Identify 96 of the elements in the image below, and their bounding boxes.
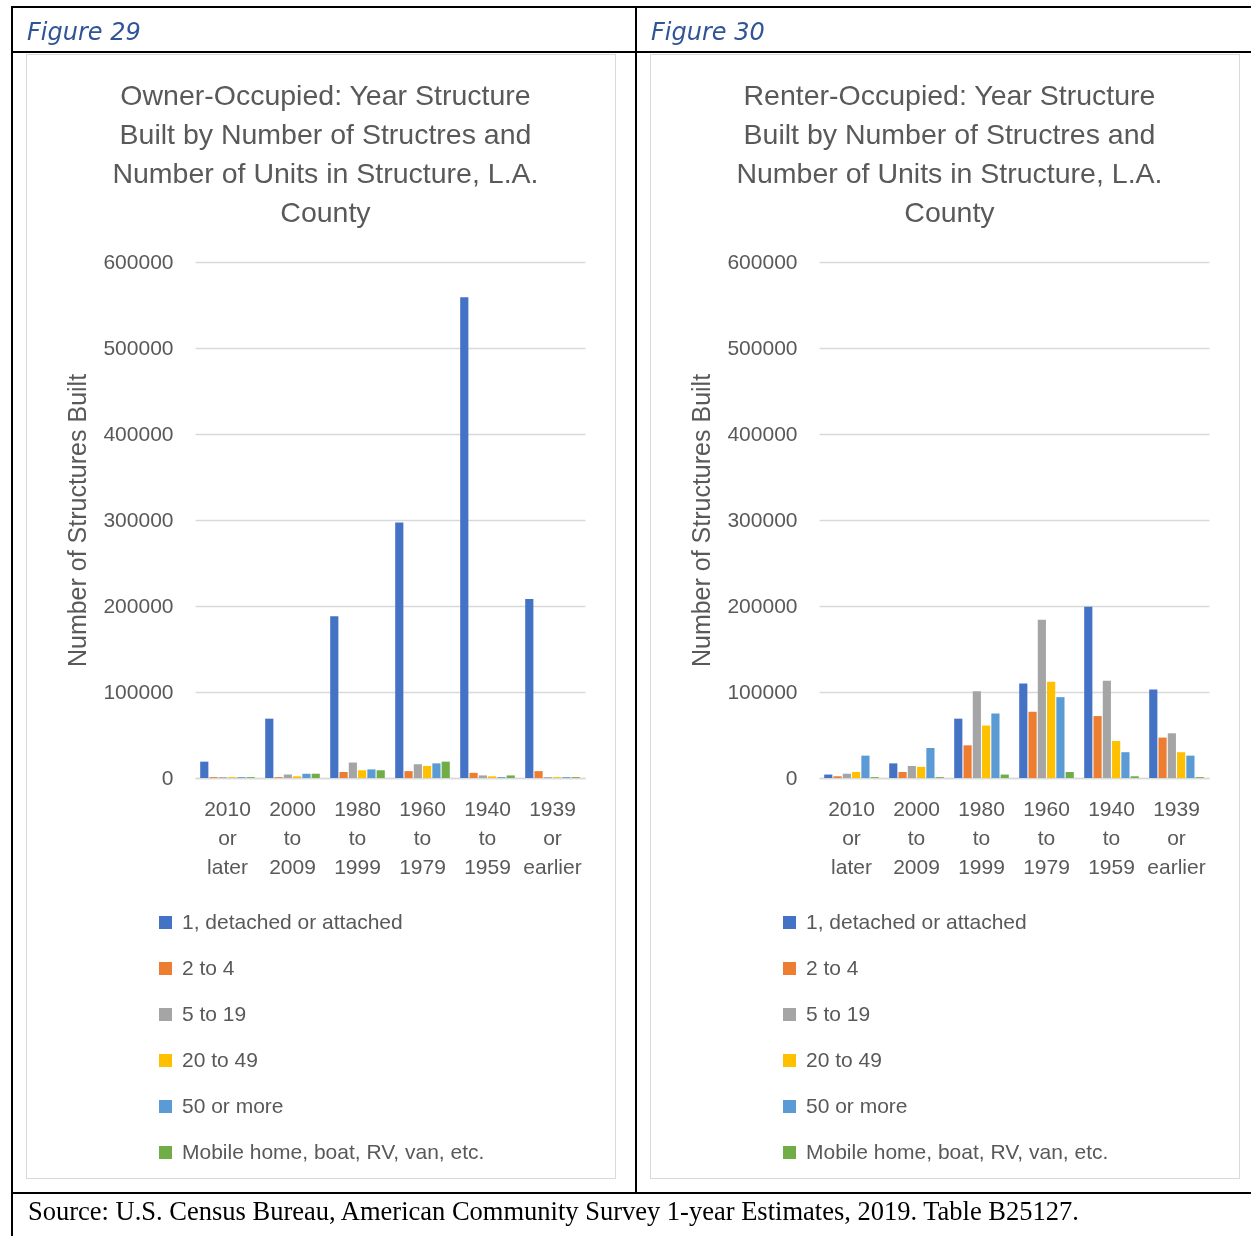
bar xyxy=(926,747,935,778)
y-tick-label: 300000 xyxy=(727,507,798,531)
bar xyxy=(1037,619,1046,778)
chart-title: Renter-Occupied: Year Structure Built by Number of Structres and Number of Units in Structure, L.A. County xyxy=(736,78,1163,228)
bar xyxy=(954,718,963,778)
bar xyxy=(1084,606,1093,778)
bar xyxy=(1112,741,1121,778)
legend-label: Mobile home, boat, RV, van, etc. xyxy=(806,1139,1109,1163)
y-tick-label: 0 xyxy=(161,765,174,789)
x-tick-label: 1960 to 1979 xyxy=(399,796,446,878)
bar xyxy=(506,775,515,778)
bar xyxy=(1028,711,1037,778)
y-tick-label: 400000 xyxy=(727,421,798,445)
bar xyxy=(339,771,348,778)
y-tick-label: 400000 xyxy=(103,421,174,445)
legend-label: 50 or more xyxy=(182,1093,284,1117)
bar xyxy=(358,770,367,778)
y-tick-label: 200000 xyxy=(103,593,174,617)
bar xyxy=(1019,683,1028,778)
bar xyxy=(1102,680,1111,778)
y-tick-label: 300000 xyxy=(103,507,174,531)
legend-label: 1, detached or attached xyxy=(806,909,1027,933)
y-tick-label: 100000 xyxy=(727,679,798,703)
bar xyxy=(478,775,487,778)
bar xyxy=(404,771,413,778)
y-tick-label: 200000 xyxy=(727,593,798,617)
x-tick-label: 2000 to 2009 xyxy=(893,796,940,878)
legend-label: 1, detached or attached xyxy=(182,909,403,933)
bar xyxy=(1047,681,1056,778)
bar xyxy=(842,773,851,778)
bar xyxy=(376,770,385,778)
x-tick-label: 1939 or earlier xyxy=(1147,796,1206,878)
bar xyxy=(889,763,898,778)
bar xyxy=(423,765,432,778)
bar xyxy=(1177,752,1186,778)
y-axis-title: Number of Structures Built xyxy=(687,373,716,668)
bar xyxy=(302,773,311,778)
bar xyxy=(1065,771,1074,778)
bar xyxy=(1093,716,1102,778)
y-tick-label: 500000 xyxy=(727,335,798,359)
bar xyxy=(432,763,441,778)
legend-label: 5 to 19 xyxy=(806,1001,871,1025)
bar xyxy=(972,691,981,778)
bar xyxy=(1149,689,1158,778)
bar xyxy=(982,725,991,778)
x-tick-label: 2000 to 2009 xyxy=(269,796,316,878)
bar xyxy=(1186,755,1195,778)
legend-label: 2 to 4 xyxy=(182,955,235,979)
bar xyxy=(460,297,469,778)
bar xyxy=(330,616,339,778)
bar xyxy=(1121,752,1130,778)
bar xyxy=(917,766,926,778)
bar xyxy=(413,764,422,778)
bar xyxy=(441,761,450,778)
y-tick-label: 600000 xyxy=(103,249,174,273)
caption: Figure 30 xyxy=(651,17,766,48)
x-tick-label: 1939 or earlier xyxy=(523,796,582,878)
bar xyxy=(265,718,274,778)
x-tick-label: 1940 to 1959 xyxy=(464,796,511,878)
bar xyxy=(1158,737,1167,778)
x-tick-label: 1980 to 1999 xyxy=(958,796,1005,878)
bar xyxy=(1167,733,1176,778)
y-axis-title: Number of Structures Built xyxy=(63,373,92,668)
legend-label: 20 to 49 xyxy=(182,1047,258,1071)
bar xyxy=(311,773,320,778)
bar xyxy=(852,771,861,778)
x-tick-label: 1940 to 1959 xyxy=(1088,796,1135,878)
bar xyxy=(963,745,972,778)
bar xyxy=(534,771,543,778)
bar xyxy=(395,522,404,778)
x-tick-label: 1980 to 1999 xyxy=(334,796,381,878)
bar xyxy=(367,769,376,778)
legend-label: 2 to 4 xyxy=(806,955,859,979)
bar xyxy=(1056,697,1065,778)
x-tick-label: 2010 or later xyxy=(204,796,251,878)
chart-title: Owner-Occupied: Year Structure Built by Number of Structres and Number of Units in Structure, L.A. County xyxy=(112,78,539,228)
y-tick-label: 100000 xyxy=(103,679,174,703)
bar xyxy=(861,755,870,778)
legend-label: 5 to 19 xyxy=(182,1001,247,1025)
legend-label: 20 to 49 xyxy=(806,1047,882,1071)
bar xyxy=(898,771,907,778)
legend-label: 50 or more xyxy=(806,1093,908,1117)
bar xyxy=(469,772,478,778)
caption: Figure 29 xyxy=(27,17,142,48)
y-tick-label: 0 xyxy=(785,765,798,789)
bar xyxy=(200,761,209,778)
y-tick-label: 500000 xyxy=(103,335,174,359)
y-tick-label: 600000 xyxy=(727,249,798,273)
legend-label: Mobile home, boat, RV, van, etc. xyxy=(182,1139,485,1163)
bar xyxy=(991,713,1000,778)
bar xyxy=(907,765,916,778)
source-note: Source: U.S. Census Bureau, American Community Survey 1-year Estimates, 2019. Table B25127. xyxy=(28,1196,1080,1227)
x-tick-label: 2010 or later xyxy=(828,796,875,878)
x-tick-label: 1960 to 1979 xyxy=(1023,796,1070,878)
bar xyxy=(525,599,534,778)
bar xyxy=(348,762,357,778)
